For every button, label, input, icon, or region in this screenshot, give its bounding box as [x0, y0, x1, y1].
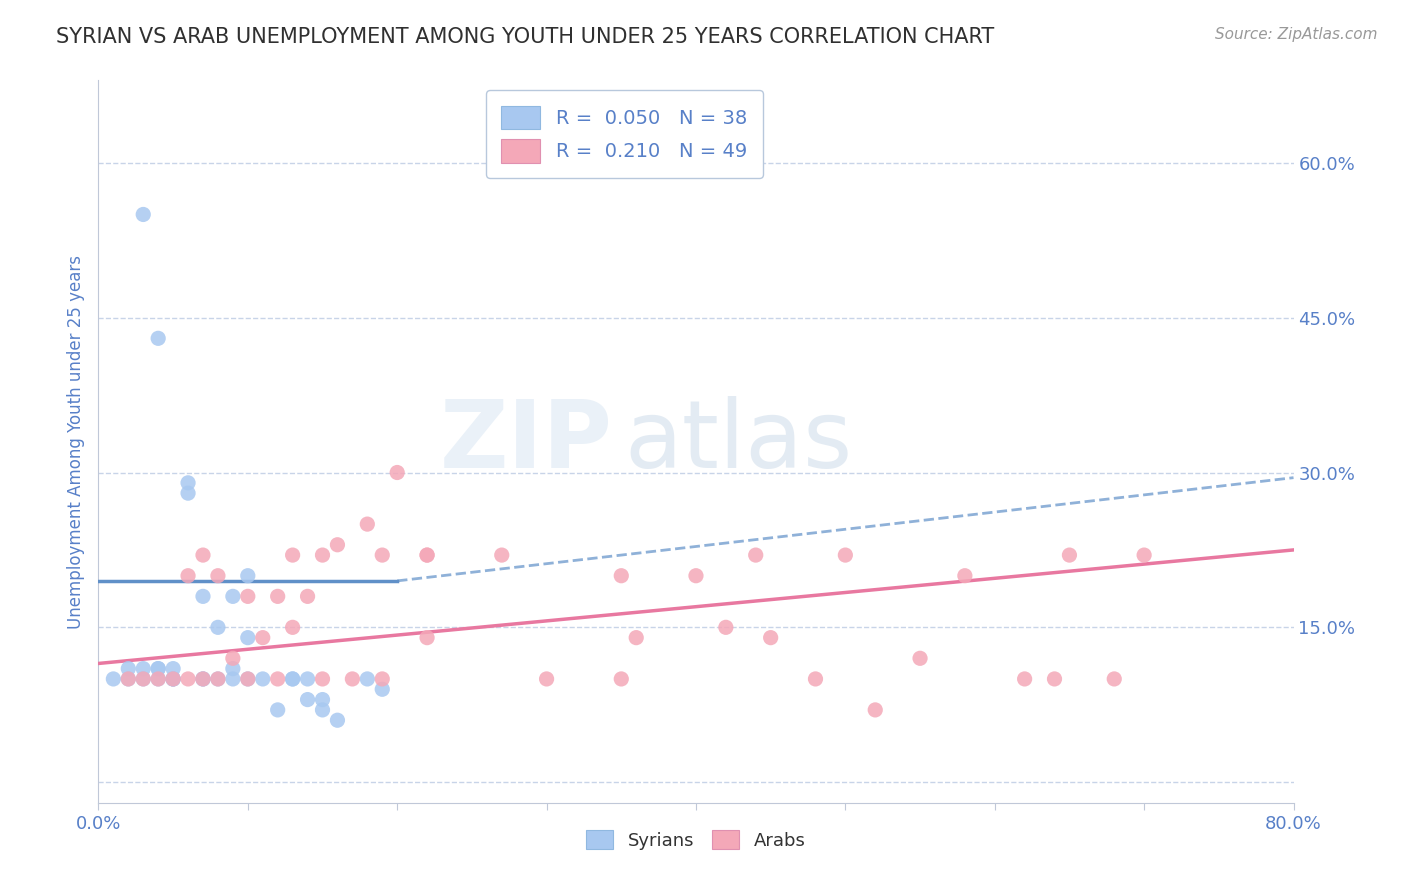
Point	[416, 548, 439, 562]
Point	[236, 568, 259, 582]
Point	[281, 672, 304, 686]
Point	[297, 590, 319, 604]
Point	[714, 620, 737, 634]
Point	[177, 568, 200, 582]
Point	[356, 672, 378, 686]
Point	[385, 466, 409, 480]
Point	[834, 548, 856, 562]
Point	[191, 590, 214, 604]
Point	[267, 703, 290, 717]
Point	[326, 713, 349, 727]
Point	[297, 692, 319, 706]
Point	[342, 672, 364, 686]
Y-axis label: Unemployment Among Youth under 25 years: Unemployment Among Youth under 25 years	[66, 254, 84, 629]
Point	[311, 703, 333, 717]
Point	[610, 568, 633, 582]
Point	[162, 672, 184, 686]
Point	[132, 207, 155, 221]
Point	[371, 548, 394, 562]
Point	[311, 692, 333, 706]
Point	[953, 568, 976, 582]
Point	[148, 331, 170, 345]
Point	[236, 672, 259, 686]
Point	[356, 517, 378, 532]
Point	[416, 631, 439, 645]
Point	[267, 590, 290, 604]
Point	[1043, 672, 1066, 686]
Point	[491, 548, 513, 562]
Point	[610, 672, 633, 686]
Point	[148, 672, 170, 686]
Point	[536, 672, 558, 686]
Point	[908, 651, 931, 665]
Point	[177, 672, 200, 686]
Text: ZIP: ZIP	[440, 395, 613, 488]
Point	[745, 548, 768, 562]
Point	[1104, 672, 1126, 686]
Point	[162, 672, 184, 686]
Point	[103, 672, 125, 686]
Point	[148, 662, 170, 676]
Point	[222, 590, 245, 604]
Point	[236, 631, 259, 645]
Point	[191, 548, 214, 562]
Legend: Syrians, Arabs: Syrians, Arabs	[578, 822, 814, 859]
Point	[222, 651, 245, 665]
Point	[236, 672, 259, 686]
Point	[311, 672, 333, 686]
Point	[626, 631, 648, 645]
Point	[865, 703, 887, 717]
Point	[281, 620, 304, 634]
Point	[191, 672, 214, 686]
Point	[236, 590, 259, 604]
Point	[326, 538, 349, 552]
Point	[132, 672, 155, 686]
Point	[207, 620, 229, 634]
Point	[297, 672, 319, 686]
Point	[1059, 548, 1081, 562]
Point	[371, 682, 394, 697]
Point	[759, 631, 782, 645]
Point	[148, 662, 170, 676]
Point	[207, 568, 229, 582]
Point	[252, 631, 274, 645]
Point	[207, 672, 229, 686]
Point	[281, 548, 304, 562]
Point	[177, 475, 200, 490]
Point	[162, 672, 184, 686]
Point	[222, 672, 245, 686]
Point	[132, 662, 155, 676]
Point	[311, 548, 333, 562]
Point	[804, 672, 827, 686]
Point	[1133, 548, 1156, 562]
Point	[117, 672, 139, 686]
Point	[191, 672, 214, 686]
Point	[177, 486, 200, 500]
Point	[281, 672, 304, 686]
Text: Source: ZipAtlas.com: Source: ZipAtlas.com	[1215, 27, 1378, 42]
Point	[267, 672, 290, 686]
Point	[162, 672, 184, 686]
Point	[416, 548, 439, 562]
Point	[207, 672, 229, 686]
Text: atlas: atlas	[624, 395, 852, 488]
Point	[162, 662, 184, 676]
Point	[1014, 672, 1036, 686]
Point	[191, 672, 214, 686]
Point	[117, 672, 139, 686]
Point	[685, 568, 707, 582]
Text: SYRIAN VS ARAB UNEMPLOYMENT AMONG YOUTH UNDER 25 YEARS CORRELATION CHART: SYRIAN VS ARAB UNEMPLOYMENT AMONG YOUTH …	[56, 27, 994, 46]
Point	[252, 672, 274, 686]
Point	[371, 672, 394, 686]
Point	[148, 672, 170, 686]
Point	[117, 662, 139, 676]
Point	[222, 662, 245, 676]
Point	[132, 672, 155, 686]
